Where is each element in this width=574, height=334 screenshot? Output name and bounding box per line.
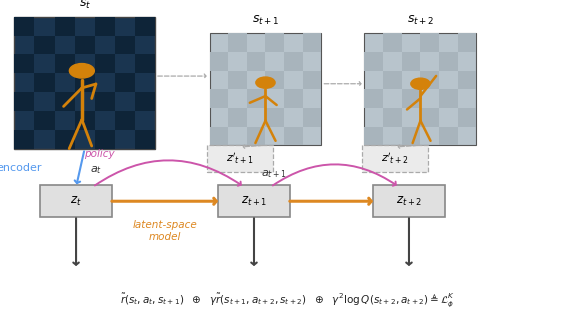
FancyBboxPatch shape [14,17,34,35]
FancyBboxPatch shape [34,35,55,54]
FancyBboxPatch shape [284,90,303,108]
FancyBboxPatch shape [458,108,476,127]
FancyBboxPatch shape [383,33,402,52]
FancyBboxPatch shape [420,108,439,127]
FancyBboxPatch shape [364,127,383,145]
Text: policy: policy [84,149,114,159]
Text: latent-space
model: latent-space model [133,220,197,242]
FancyBboxPatch shape [458,71,476,90]
FancyBboxPatch shape [40,185,112,217]
FancyBboxPatch shape [55,92,75,111]
FancyBboxPatch shape [210,52,228,71]
Text: $z'_{t+2}$: $z'_{t+2}$ [381,151,409,166]
FancyBboxPatch shape [362,145,428,172]
FancyBboxPatch shape [265,71,284,90]
FancyBboxPatch shape [135,92,155,111]
Text: $z_{t+2}$: $z_{t+2}$ [396,195,422,208]
Text: $a_t$: $a_t$ [90,165,102,176]
FancyBboxPatch shape [383,108,402,127]
FancyBboxPatch shape [265,33,284,52]
FancyBboxPatch shape [95,17,115,35]
Text: $z_{t+1}$: $z_{t+1}$ [241,195,267,208]
FancyBboxPatch shape [135,17,155,35]
Text: $s_{t+1}$: $s_{t+1}$ [252,14,279,27]
Text: $s_t$: $s_t$ [79,0,91,11]
FancyBboxPatch shape [420,71,439,90]
FancyBboxPatch shape [210,127,228,145]
FancyBboxPatch shape [218,185,290,217]
Text: $s_{t+2}$: $s_{t+2}$ [407,14,434,27]
FancyBboxPatch shape [75,73,95,92]
FancyBboxPatch shape [373,185,445,217]
FancyBboxPatch shape [95,92,115,111]
FancyBboxPatch shape [34,73,55,92]
FancyBboxPatch shape [34,111,55,130]
FancyBboxPatch shape [210,90,228,108]
FancyBboxPatch shape [364,52,383,71]
FancyBboxPatch shape [14,17,155,149]
FancyBboxPatch shape [207,145,273,172]
FancyBboxPatch shape [265,108,284,127]
FancyBboxPatch shape [115,111,135,130]
FancyBboxPatch shape [303,71,321,90]
FancyBboxPatch shape [14,130,34,149]
Text: $\tilde{r}(s_t, a_t, s_{t+1})$$~~\oplus~~$$\gamma\tilde{r}(s_{t+1}, a_{t+2}, s_{: $\tilde{r}(s_t, a_t, s_{t+1})$$~~\oplus~… [119,292,455,309]
FancyBboxPatch shape [439,90,458,108]
FancyBboxPatch shape [95,130,115,149]
FancyBboxPatch shape [439,52,458,71]
FancyBboxPatch shape [115,73,135,92]
Circle shape [411,78,430,90]
FancyBboxPatch shape [75,111,95,130]
FancyBboxPatch shape [402,127,420,145]
FancyBboxPatch shape [228,33,247,52]
Text: $z'_{t+1}$: $z'_{t+1}$ [226,151,254,166]
FancyBboxPatch shape [247,90,265,108]
FancyBboxPatch shape [210,33,321,145]
FancyBboxPatch shape [364,90,383,108]
FancyBboxPatch shape [115,35,135,54]
FancyBboxPatch shape [228,71,247,90]
Text: $a_{t+1}$: $a_{t+1}$ [261,169,287,180]
FancyBboxPatch shape [383,71,402,90]
FancyBboxPatch shape [303,108,321,127]
FancyBboxPatch shape [55,17,75,35]
Circle shape [256,77,275,88]
FancyBboxPatch shape [402,52,420,71]
Text: $z_t$: $z_t$ [70,195,82,208]
FancyBboxPatch shape [55,130,75,149]
FancyBboxPatch shape [55,54,75,73]
FancyBboxPatch shape [284,52,303,71]
FancyBboxPatch shape [95,54,115,73]
FancyBboxPatch shape [247,127,265,145]
FancyBboxPatch shape [228,108,247,127]
FancyBboxPatch shape [14,54,34,73]
FancyBboxPatch shape [135,54,155,73]
FancyBboxPatch shape [458,33,476,52]
FancyBboxPatch shape [75,35,95,54]
FancyBboxPatch shape [247,52,265,71]
FancyBboxPatch shape [364,33,476,145]
FancyBboxPatch shape [135,130,155,149]
FancyBboxPatch shape [420,33,439,52]
FancyBboxPatch shape [303,33,321,52]
Circle shape [69,63,94,78]
FancyBboxPatch shape [402,90,420,108]
FancyBboxPatch shape [284,127,303,145]
Text: encoder: encoder [0,163,42,173]
FancyBboxPatch shape [439,127,458,145]
FancyBboxPatch shape [14,92,34,111]
